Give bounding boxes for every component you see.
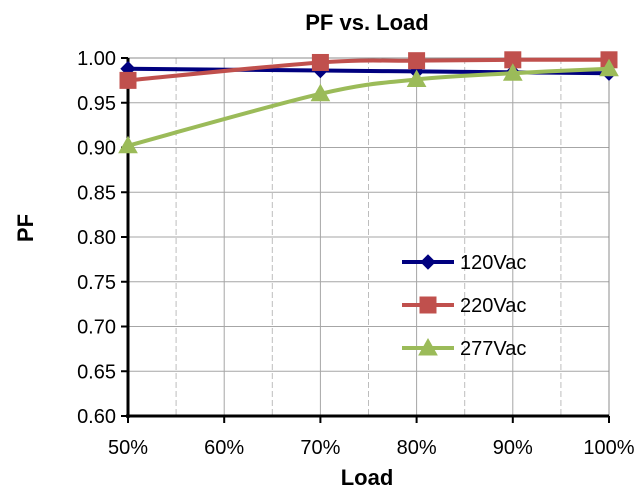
legend-item: 120Vac [402, 252, 526, 274]
y-tick-label: 0.60 [77, 406, 116, 428]
x-axis-title: Load [341, 465, 394, 490]
x-tick-label: 100% [583, 437, 634, 459]
y-axis-title: PF [13, 214, 38, 242]
y-tick-label: 0.85 [77, 182, 116, 204]
data-point [310, 83, 331, 102]
data-point [119, 71, 137, 89]
legend-marker [419, 296, 437, 314]
legend-item: 220Vac [402, 295, 526, 317]
data-point [406, 69, 427, 87]
x-tick-label: 70% [300, 437, 340, 459]
series-277Vac [118, 58, 619, 154]
series-line [127, 57, 610, 83]
axes [121, 57, 610, 423]
y-tick-label: 0.75 [77, 272, 116, 294]
y-tick-label: 0.90 [77, 138, 116, 160]
series-layer [118, 51, 619, 154]
data-point [502, 63, 523, 81]
legend-marker [418, 337, 438, 356]
x-tick-label: 90% [493, 437, 533, 459]
legend-label: 120Vac [460, 252, 526, 274]
tick-labels: 0.60 0.65 0.70 0.75 0.80 0.85 0.90 0.95 1.00 50% 6… [77, 48, 635, 459]
data-point [118, 135, 138, 154]
y-tick-label: 0.65 [77, 361, 116, 383]
y-tick-label: 1.00 [77, 48, 116, 70]
x-tick-label: 50% [108, 437, 148, 459]
x-tick-label: 60% [204, 437, 244, 459]
grid [128, 57, 610, 416]
x-tick-label: 80% [397, 437, 437, 459]
legend-label: 277Vac [460, 338, 526, 360]
legend: 120Vac 220Vac 277Vac [402, 252, 526, 360]
legend-marker [420, 254, 436, 270]
chart-title: PF vs. Load [305, 10, 428, 35]
data-point [408, 52, 426, 70]
data-point [311, 53, 329, 71]
data-point [599, 58, 619, 77]
series-220Vac [119, 51, 618, 89]
legend-item: 277Vac [402, 337, 526, 360]
legend-label: 220Vac [460, 295, 526, 317]
y-tick-label: 0.70 [77, 317, 116, 339]
series-line [127, 66, 610, 148]
y-tick-label: 0.95 [77, 93, 116, 115]
y-tick-label: 0.80 [77, 227, 116, 249]
